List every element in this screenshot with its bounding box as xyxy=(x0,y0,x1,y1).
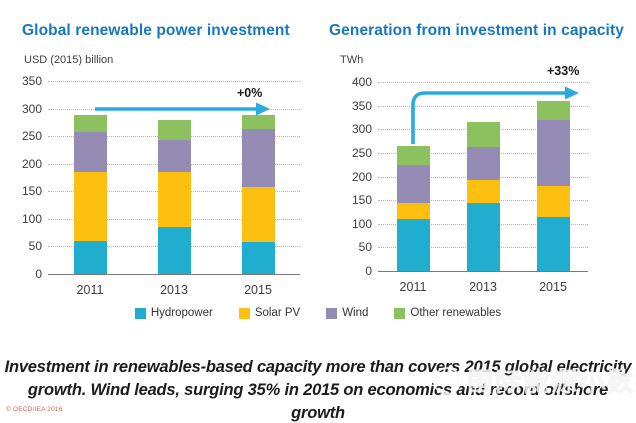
investment-growth-label: +0% xyxy=(237,86,263,100)
bar-segment-hydropower-2013 xyxy=(466,203,500,271)
bar-segment-wind-2015 xyxy=(241,129,275,188)
investment-chart-title: Global renewable power investment xyxy=(22,22,290,39)
investment-plot-area: 0 50 100 150 200 250 300 350 2011 2013 2015 xyxy=(22,74,300,297)
rising-growth-arrow xyxy=(411,86,579,144)
y-axis-tick-400: 400 xyxy=(351,75,372,89)
generation-chart-title: Generation from investment in capacity xyxy=(329,22,624,39)
bar-segment-other-renewables-2011 xyxy=(73,115,107,132)
key-message-line-2: growth. Wind leads, surging 35% in 2015 … xyxy=(27,381,609,422)
y-axis-tick-0: 0 xyxy=(35,267,42,281)
copyright-notice: © OECD/IEA 2016 xyxy=(6,406,63,413)
bar-segment-solar-pv-2015 xyxy=(536,185,570,217)
bar-segment-hydropower-2015 xyxy=(536,216,570,271)
y-axis-tick-250: 250 xyxy=(351,145,372,160)
bar-segment-solar-pv-2015 xyxy=(241,187,275,243)
x-axis-tick-2011: 2011 xyxy=(76,283,104,297)
bar-segment-wind-2011 xyxy=(73,131,107,172)
bar-segment-other-renewables-2013 xyxy=(157,120,191,141)
y-axis-tick-200: 200 xyxy=(21,156,42,171)
y-axis-tick-350: 350 xyxy=(351,98,372,113)
legend-item-wind: Wind xyxy=(326,307,368,319)
gridline-350 xyxy=(48,81,300,82)
x-axis-tick-2013: 2013 xyxy=(469,280,497,294)
bar-segment-other-renewables-2015 xyxy=(536,100,570,120)
y-axis-tick-0: 0 xyxy=(365,264,372,278)
bar-segment-wind-2015 xyxy=(536,119,570,186)
x-axis-tick-2013: 2013 xyxy=(160,283,188,297)
y-axis-tick-100: 100 xyxy=(351,216,372,231)
x-axis-tick-2015: 2015 xyxy=(244,283,272,297)
bar-segment-solar-pv-2011 xyxy=(73,172,107,241)
bar-segment-hydropower-2011 xyxy=(73,240,107,274)
generation-chart-panel: Generation from investment in capacity T… xyxy=(318,0,636,300)
legend-item-hydropower: Hydropower xyxy=(134,307,213,319)
gridline-350 xyxy=(378,105,588,107)
legend-label: Wind xyxy=(342,307,369,319)
key-message-text: Investment in renewables-based capacity … xyxy=(0,356,636,423)
legend-label: Hydropower xyxy=(150,307,213,319)
chart-legend: Hydropower Solar PV Wind Other renewable… xyxy=(0,307,636,319)
bar-segment-hydropower-2013 xyxy=(157,227,191,274)
solar-pv-swatch-icon xyxy=(238,307,250,319)
bar-segment-solar-pv-2013 xyxy=(157,172,191,228)
y-axis-tick-150: 150 xyxy=(21,184,42,199)
bar-segment-wind-2013 xyxy=(466,146,500,180)
wind-swatch-icon xyxy=(326,307,338,319)
x-axis-tick-2015: 2015 xyxy=(539,280,567,294)
key-message-line-1: Investment in renewables-based capacity … xyxy=(4,358,632,376)
legend-item-other-renewables: Other renewables xyxy=(394,307,501,319)
bar-segment-other-renewables-2011 xyxy=(396,145,430,165)
hydropower-swatch-icon xyxy=(134,307,146,319)
generation-growth-label: +33% xyxy=(547,64,580,78)
y-axis-tick-200: 200 xyxy=(351,169,372,184)
gridline-400 xyxy=(378,82,588,83)
y-axis-tick-350: 350 xyxy=(21,74,42,88)
bar-segment-wind-2013 xyxy=(157,140,191,172)
other-renewables-swatch-icon xyxy=(394,307,406,319)
bar-segment-hydropower-2015 xyxy=(241,242,275,274)
bar-segment-solar-pv-2011 xyxy=(396,202,430,220)
x-axis-tick-2011: 2011 xyxy=(399,280,427,294)
bar-segment-wind-2011 xyxy=(396,164,430,203)
y-axis-tick-50: 50 xyxy=(28,239,42,254)
y-axis-tick-300: 300 xyxy=(351,122,372,137)
y-axis-tick-150: 150 xyxy=(351,193,372,208)
y-axis-tick-300: 300 xyxy=(21,101,42,116)
legend-label: Other renewables xyxy=(410,307,502,319)
y-axis-tick-50: 50 xyxy=(358,240,372,255)
bar-segment-solar-pv-2013 xyxy=(466,179,500,204)
bar-segment-other-renewables-2015 xyxy=(241,115,275,129)
bar-segment-hydropower-2011 xyxy=(396,219,430,271)
y-axis-tick-250: 250 xyxy=(21,129,42,144)
bar-segment-other-renewables-2013 xyxy=(466,122,500,147)
generation-plot-area: 0 50 100 150 200 250 300 350 400 2011 2013 2015 xyxy=(352,75,588,294)
legend-label: Solar PV xyxy=(254,307,301,319)
investment-chart-unit-label: USD (2015) billion xyxy=(24,54,114,66)
flat-growth-arrow xyxy=(95,102,270,116)
legend-item-solar-pv: Solar PV xyxy=(238,307,301,319)
investment-chart-panel: Global renewable power investment USD (2… xyxy=(0,0,318,300)
generation-chart-unit-label: TWh xyxy=(340,54,364,66)
y-axis-tick-100: 100 xyxy=(21,211,42,226)
